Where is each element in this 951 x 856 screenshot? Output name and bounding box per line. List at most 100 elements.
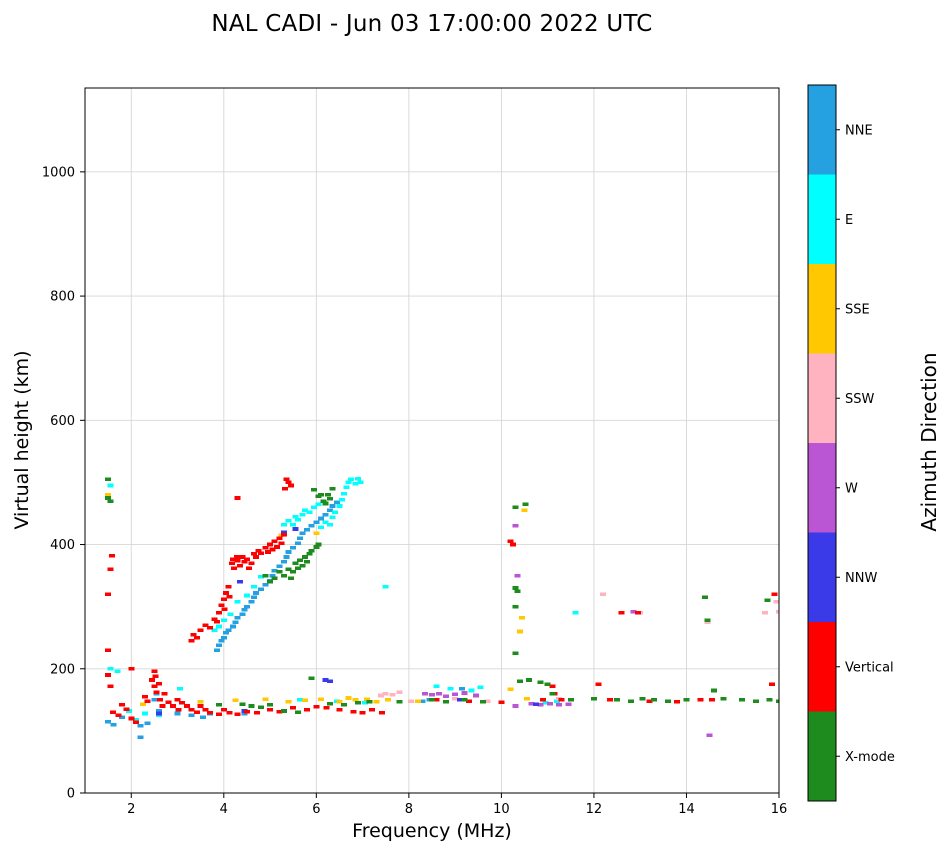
echo-point xyxy=(225,584,232,589)
echo-point xyxy=(236,563,243,568)
echo-point xyxy=(218,639,225,643)
echo-point xyxy=(607,698,614,702)
echo-point xyxy=(516,629,523,634)
x-tick-label: 4 xyxy=(220,802,228,817)
echo-point xyxy=(220,707,227,712)
x-axis-label: Frequency (MHz) xyxy=(352,820,512,842)
echo-point xyxy=(308,524,315,528)
echo-point xyxy=(250,595,257,600)
echo-point xyxy=(329,515,336,520)
echo-point xyxy=(762,611,769,615)
echo-point xyxy=(345,480,352,485)
echo-point xyxy=(234,712,241,716)
echo-point xyxy=(519,616,526,620)
echo-point xyxy=(313,520,320,524)
echo-point xyxy=(216,643,223,647)
echo-point xyxy=(336,707,343,712)
echo-point xyxy=(396,690,403,695)
echo-point xyxy=(216,702,223,707)
echo-point xyxy=(664,699,671,703)
echo-point xyxy=(558,698,565,702)
echo-point xyxy=(220,618,227,623)
echo-point xyxy=(105,496,112,500)
echo-point xyxy=(294,517,301,522)
x-tick-label: 16 xyxy=(771,802,788,817)
echo-point xyxy=(230,566,237,570)
echo-point xyxy=(292,514,299,519)
echo-point xyxy=(461,691,468,695)
echo-point xyxy=(317,525,324,529)
colorbar-segment-label: W xyxy=(845,481,858,496)
echo-point xyxy=(546,701,553,706)
echo-point xyxy=(329,486,336,491)
echo-point xyxy=(114,669,121,674)
echo-point xyxy=(313,545,320,549)
echo-point xyxy=(179,701,186,705)
echo-point xyxy=(197,699,204,704)
x-tick-label: 2 xyxy=(127,802,135,817)
colorbar-segment-label: NNE xyxy=(845,123,873,138)
echo-point xyxy=(764,598,771,603)
echo-point xyxy=(466,699,473,703)
echo-point xyxy=(193,710,200,715)
echo-point xyxy=(479,699,486,704)
colorbar-segment-ssw xyxy=(808,353,836,444)
echo-point xyxy=(267,580,274,584)
echo-point xyxy=(419,699,426,703)
echo-point xyxy=(137,735,144,739)
echo-point xyxy=(232,698,239,703)
y-tick-label: 800 xyxy=(50,290,75,305)
echo-point xyxy=(220,597,227,602)
echo-point xyxy=(297,558,304,562)
echo-point xyxy=(600,592,607,597)
echo-point xyxy=(241,711,248,716)
echo-point xyxy=(107,666,114,671)
echo-point xyxy=(285,550,292,554)
echo-point xyxy=(771,592,778,597)
echo-point xyxy=(285,519,292,523)
echo-point xyxy=(301,555,308,559)
echo-point xyxy=(197,704,204,708)
echo-point xyxy=(311,505,318,510)
echo-point xyxy=(461,698,468,702)
echo-point xyxy=(378,693,385,698)
echo-point xyxy=(299,563,306,568)
echo-point xyxy=(514,589,521,593)
echo-point xyxy=(188,639,195,643)
echo-point xyxy=(528,701,535,706)
echo-point xyxy=(526,678,533,682)
echo-point xyxy=(243,557,250,562)
echo-point xyxy=(107,684,114,688)
echo-point xyxy=(188,707,195,712)
echo-point xyxy=(324,493,331,497)
echo-point xyxy=(257,705,264,710)
echo-point xyxy=(159,704,166,708)
echo-point xyxy=(306,552,313,556)
echo-point xyxy=(553,699,560,703)
echo-point xyxy=(144,721,151,726)
echo-point xyxy=(294,710,301,715)
echo-point xyxy=(379,711,386,715)
echo-point xyxy=(226,711,233,715)
echo-point xyxy=(234,616,241,620)
echo-point xyxy=(281,486,288,491)
echo-point xyxy=(776,609,779,614)
colorbar-segment-label: SSE xyxy=(845,302,870,317)
echo-point xyxy=(151,698,158,702)
echo-point xyxy=(213,619,220,624)
echo-point xyxy=(169,704,176,708)
echo-point xyxy=(507,687,514,692)
echo-point xyxy=(153,690,160,695)
echo-point xyxy=(262,545,269,550)
echo-point xyxy=(230,557,237,562)
echo-point xyxy=(190,632,197,637)
colorbar-segment-w xyxy=(808,443,836,533)
echo-point xyxy=(433,684,440,688)
echo-point xyxy=(512,505,519,510)
echo-point xyxy=(435,691,442,696)
echo-point xyxy=(512,524,519,528)
echo-point xyxy=(537,702,544,707)
colorbar-segment-sse xyxy=(808,264,836,354)
echo-point xyxy=(267,542,274,547)
echo-point xyxy=(151,669,158,674)
